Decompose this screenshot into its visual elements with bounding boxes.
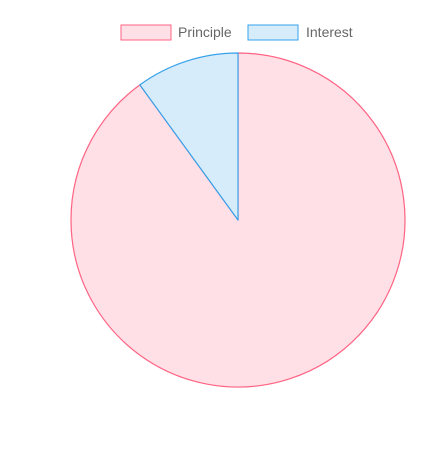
- pie-slice-interest[interactable]: [139, 52, 239, 221]
- legend-swatch-principle[interactable]: [120, 24, 172, 41]
- legend-label-principle[interactable]: Principle: [178, 24, 232, 40]
- legend-swatch-interest[interactable]: [247, 24, 299, 41]
- legend-label-interest[interactable]: Interest: [306, 24, 353, 40]
- legend: Principle Interest: [120, 24, 353, 41]
- pie-slices: [70, 52, 406, 388]
